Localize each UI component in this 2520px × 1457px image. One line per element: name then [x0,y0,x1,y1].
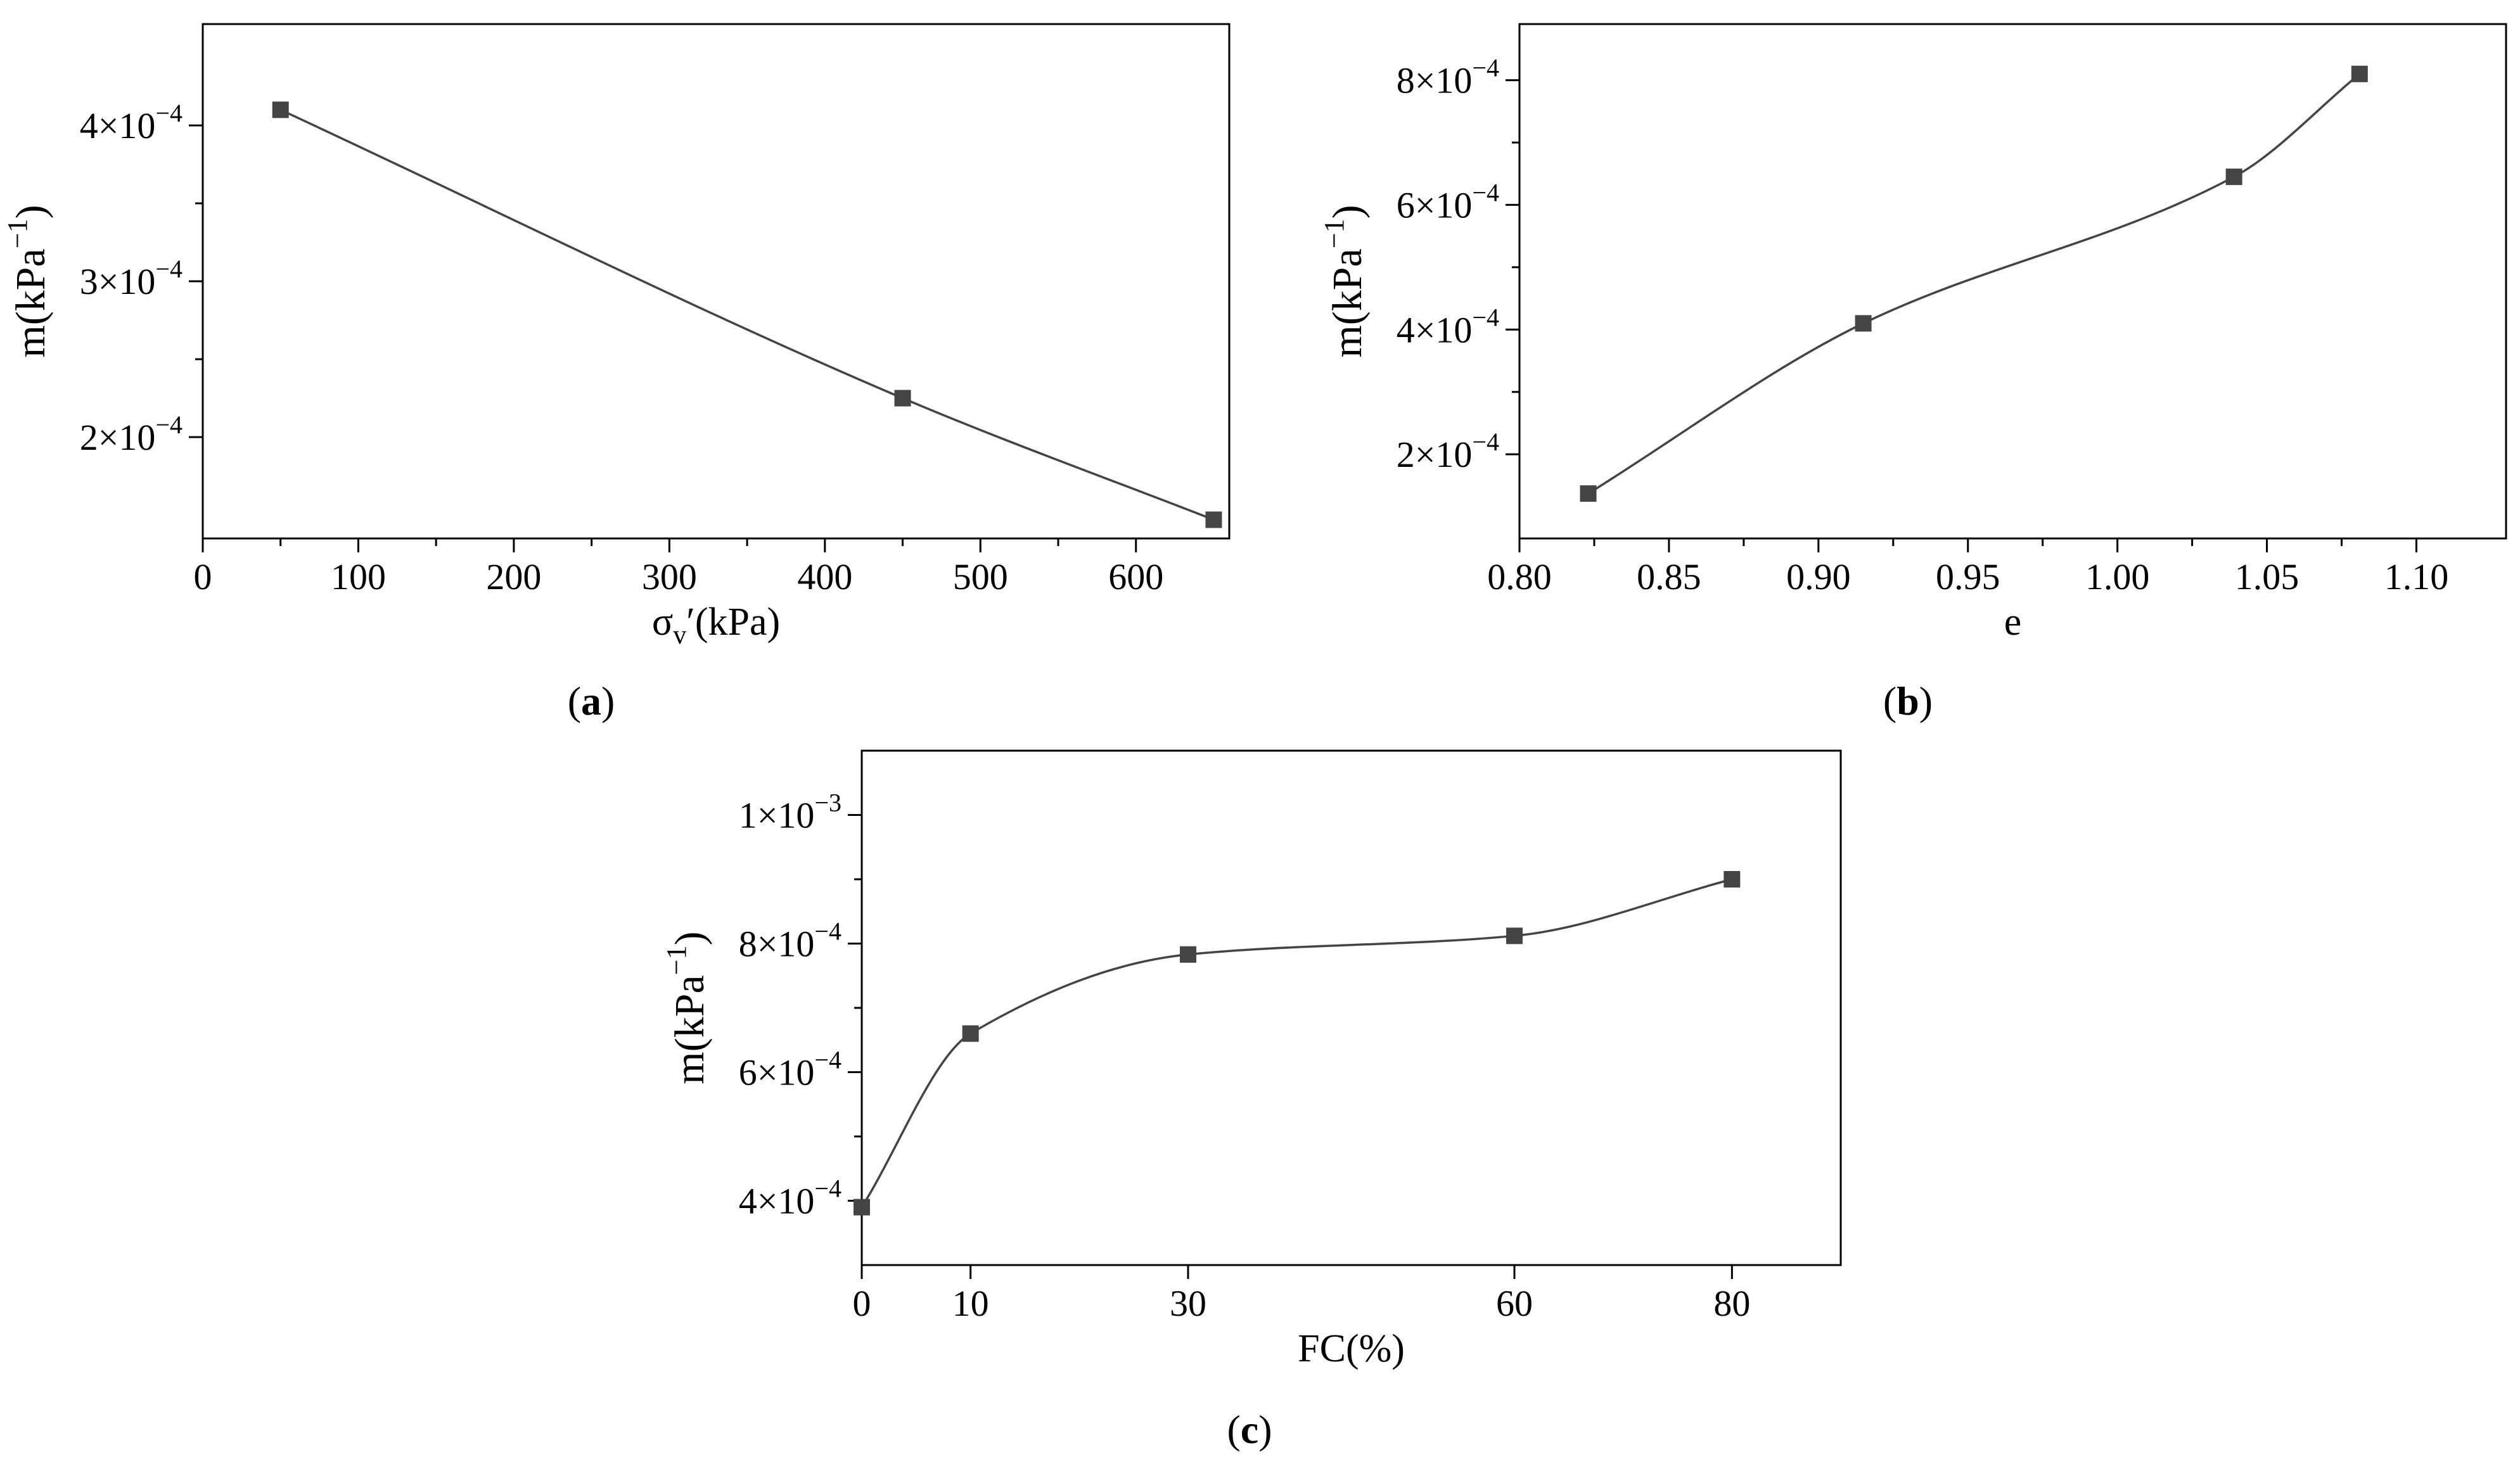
x-tick-label: 0.95 [1936,556,2000,597]
x-tick-label: 0 [194,556,212,597]
plot-frame [1518,23,2507,540]
x-tick-label: 1.10 [2384,556,2449,597]
data-point-marker [894,390,911,407]
y-tick-label: 8×10−4 [739,917,841,965]
data-point-marker [2351,65,2368,82]
x-tick-label: 10 [952,1283,989,1324]
x-tick-label: 1.00 [2085,556,2150,597]
data-point-marker [1855,315,1872,332]
y-tick-label: 4×10−4 [1397,303,1499,350]
x-axis-label: σv′(kPa) [652,601,780,650]
data-point-marker [1205,511,1222,528]
y-axis-label: m(kPa−1) [2,205,54,357]
y-tick-label: 8×10−4 [1397,54,1499,101]
data-point-marker [1724,871,1741,888]
data-point-marker [962,1025,979,1042]
plot-frame [201,23,1231,540]
x-tick-label: 60 [1496,1283,1533,1324]
y-axis-label: m(kPa−1) [1319,205,1371,357]
series-line [279,108,1215,521]
y-tick-label: 3×10−4 [80,255,182,302]
y-tick-label: 1×10−3 [739,789,841,836]
x-tick-label: 0.85 [1637,556,1701,597]
x-tick-label: 400 [797,556,852,597]
x-tick-label: 100 [331,556,386,597]
x-tick-label: 80 [1713,1283,1750,1324]
panel-caption: (b) [1883,678,1933,723]
x-tick-label: 1.05 [2235,556,2299,597]
y-axis-label: m(kPa−1) [661,931,713,1084]
x-tick-label: 300 [642,556,697,597]
x-axis-label: e [2004,601,2022,644]
plot-frame [860,749,1842,1266]
x-axis-label: FC(%) [1298,1327,1405,1370]
x-tick-label: 0 [853,1283,871,1324]
series-line [860,878,1732,1208]
chart-panel-a: 0 100 200 300 400 500 600 2×10−4 3×10−4 4×10−4 σv′… [2,23,1231,723]
y-tick-label: 2×10−4 [80,410,182,458]
y-tick-label: 4×10−4 [80,99,182,146]
y-tick-label: 4×10−4 [739,1174,841,1222]
y-tick-label: 2×10−4 [1397,428,1499,475]
data-point-marker [1580,485,1597,502]
series-line [1587,73,2360,495]
data-point-marker [272,101,289,118]
x-tick-label: 30 [1170,1283,1206,1324]
x-tick-label: 200 [486,556,541,597]
x-tick-label: 0.80 [1487,556,1552,597]
data-point-marker [1506,927,1523,945]
x-tick-label: 600 [1108,556,1163,597]
panel-caption: (c) [1227,1407,1272,1452]
data-point-marker [854,1199,870,1216]
panel-caption: (a) [568,678,615,723]
x-tick-label: 0.90 [1786,556,1851,597]
chart-panel-c: 0 10 30 60 80 4×10−4 6×10−4 8×10−4 1×10−3 FC(%) m(… [661,749,1842,1452]
x-tick-label: 500 [953,556,1008,597]
data-point-marker [1180,946,1196,963]
y-tick-label: 6×10−4 [1397,178,1499,226]
data-point-marker [2225,169,2242,186]
chart-panel-b: 0.80 0.85 0.90 0.95 1.00 1.05 1.10 2×10−4 4×10−4… [1319,23,2507,723]
y-tick-label: 6×10−4 [739,1046,841,1093]
